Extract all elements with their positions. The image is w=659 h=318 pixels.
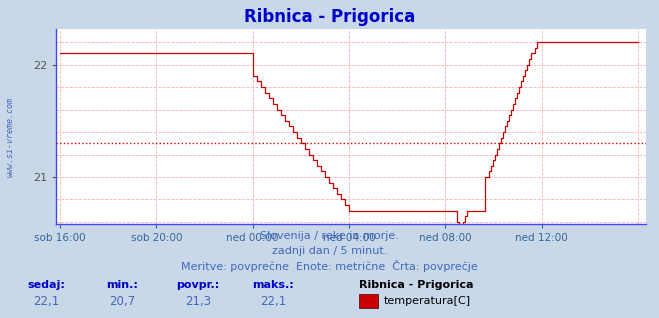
Text: povpr.:: povpr.: [176,280,219,290]
Text: min.:: min.: [106,280,138,290]
Text: zadnji dan / 5 minut.: zadnji dan / 5 minut. [272,246,387,256]
Text: maks.:: maks.: [252,280,295,290]
Text: temperatura[C]: temperatura[C] [384,296,471,306]
Text: Slovenija / reke in morje.: Slovenija / reke in morje. [260,231,399,241]
Text: 22,1: 22,1 [260,295,287,308]
Text: www.si-vreme.com: www.si-vreme.com [5,97,14,177]
Text: Ribnica - Prigorica: Ribnica - Prigorica [359,280,474,290]
Text: 22,1: 22,1 [33,295,59,308]
Text: 20,7: 20,7 [109,295,135,308]
Text: 21,3: 21,3 [185,295,211,308]
Text: Ribnica - Prigorica: Ribnica - Prigorica [244,9,415,26]
Text: sedaj:: sedaj: [27,280,65,290]
Text: Meritve: povprečne  Enote: metrične  Črta: povprečje: Meritve: povprečne Enote: metrične Črta:… [181,260,478,273]
